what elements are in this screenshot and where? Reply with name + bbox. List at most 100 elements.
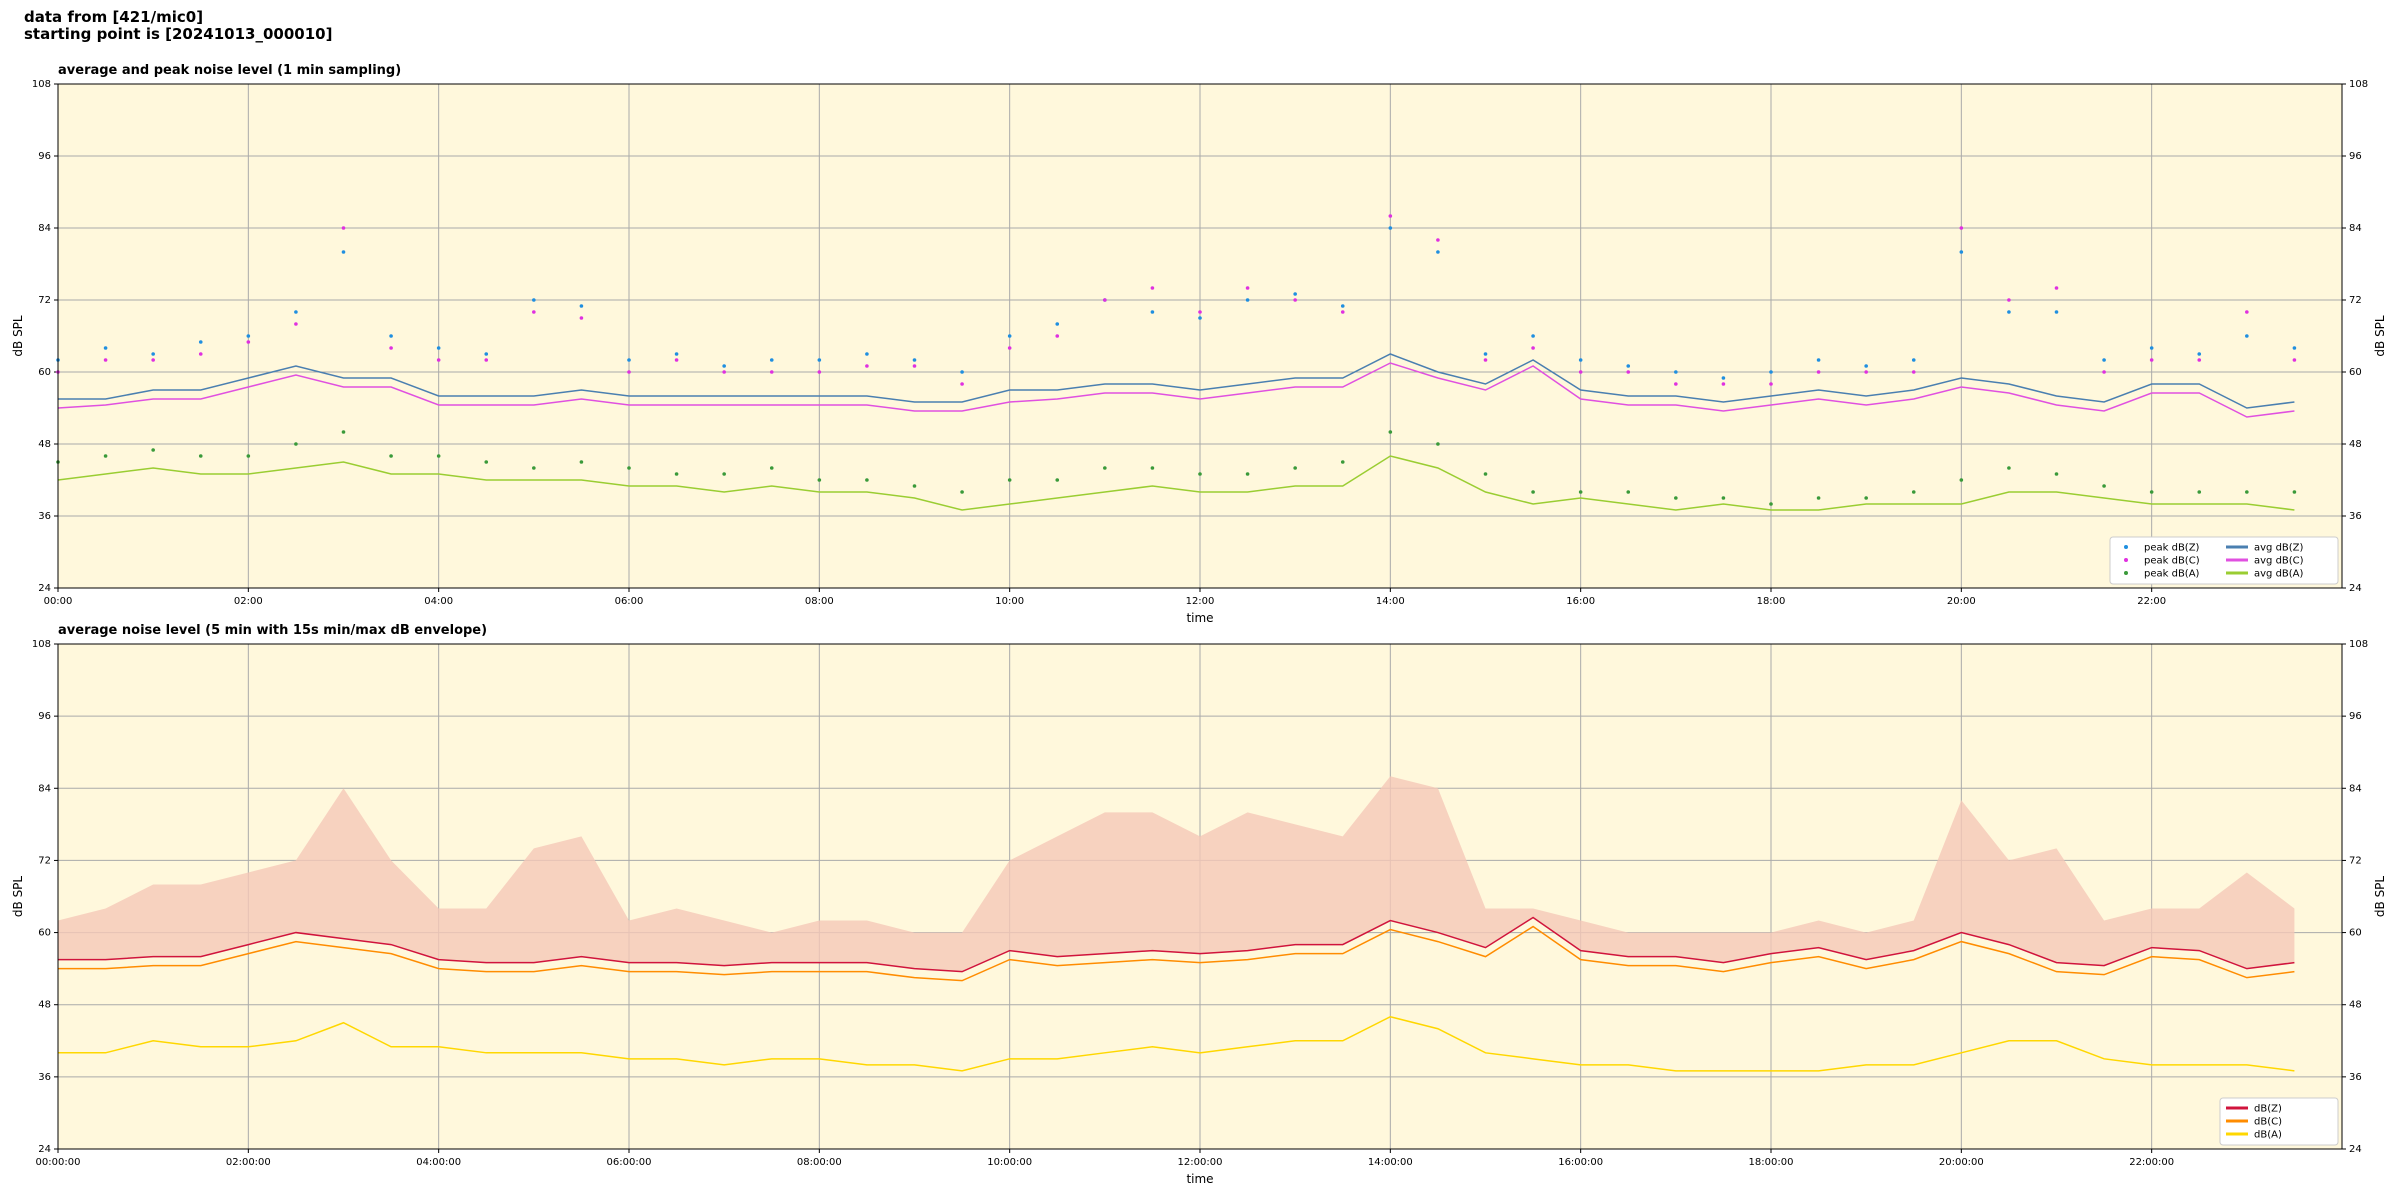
peak-point xyxy=(1626,364,1631,368)
peak-point xyxy=(1626,490,1631,494)
peak-point xyxy=(1340,310,1345,314)
x-tick-label: 06:00 xyxy=(615,596,644,607)
peak-point xyxy=(1340,460,1345,464)
peak-point xyxy=(1674,370,1678,374)
peak-point xyxy=(484,352,489,356)
peak-point xyxy=(103,346,108,350)
peak-point xyxy=(1816,358,1821,362)
x-tick-label: 10:00 xyxy=(995,596,1024,607)
x-tick-label: 00:00:00 xyxy=(36,1157,81,1168)
peak-point xyxy=(2054,310,2059,314)
peak-point xyxy=(960,490,964,494)
peak-point xyxy=(1721,496,1726,500)
x-tick-label: 12:00 xyxy=(1186,596,1215,607)
y2-tick-label: 96 xyxy=(2349,711,2362,722)
peak-point xyxy=(627,370,631,374)
header-line: data from [421/mic0] xyxy=(24,8,203,26)
y-tick-label: 84 xyxy=(38,783,51,794)
peak-point xyxy=(1293,292,1297,296)
peak-point xyxy=(912,358,917,362)
y-axis-label: dB SPL xyxy=(11,315,25,357)
peak-point xyxy=(1436,238,1440,242)
peak-point xyxy=(960,370,964,374)
peak-point xyxy=(1721,376,1726,380)
peak-point xyxy=(2149,490,2154,494)
peak-point xyxy=(1674,496,1678,500)
y-tick-label: 84 xyxy=(38,223,51,234)
peak-point xyxy=(341,250,346,254)
peak-point xyxy=(1198,316,1202,320)
peak-point xyxy=(1816,370,1821,374)
y2-tick-label: 36 xyxy=(2349,511,2362,522)
peak-point xyxy=(769,358,774,362)
peak-point xyxy=(1245,286,1250,290)
peak-point xyxy=(1531,490,1535,494)
y-tick-label: 48 xyxy=(38,439,51,450)
peak-point xyxy=(2292,490,2297,494)
y2-tick-label: 84 xyxy=(2349,223,2362,234)
x-tick-label: 18:00:00 xyxy=(1749,1157,1794,1168)
y2-tick-label: 24 xyxy=(2349,583,2362,594)
peak-point xyxy=(674,352,679,356)
peak-point xyxy=(2292,346,2297,350)
peak-point xyxy=(1959,226,1964,230)
peak-point xyxy=(1388,214,1393,218)
legend-marker xyxy=(2124,571,2128,575)
peak-point xyxy=(436,454,441,458)
peak-point xyxy=(151,358,155,362)
legend-label: dB(Z) xyxy=(2254,1104,2282,1115)
peak-point xyxy=(1531,346,1535,350)
y-tick-label: 96 xyxy=(38,151,51,162)
peak-point xyxy=(674,472,679,476)
peak-point xyxy=(674,358,679,362)
peak-point xyxy=(389,454,393,458)
peak-point xyxy=(1911,358,1916,362)
peak-point xyxy=(532,298,536,302)
legend-label: avg dB(Z) xyxy=(2254,543,2304,554)
peak-point xyxy=(769,466,774,470)
y-tick-label: 72 xyxy=(38,295,51,306)
y2-tick-label: 48 xyxy=(2349,1000,2362,1011)
peak-point xyxy=(151,352,155,356)
x-tick-label: 10:00:00 xyxy=(987,1157,1032,1168)
y-tick-label: 24 xyxy=(38,1144,51,1155)
x-tick-label: 08:00:00 xyxy=(797,1157,842,1168)
peak-point xyxy=(1150,286,1155,290)
peak-point xyxy=(1959,478,1964,482)
series-line xyxy=(58,925,2295,982)
legend-marker xyxy=(2124,558,2128,562)
y-tick-label: 36 xyxy=(38,1072,51,1083)
envelope xyxy=(58,776,2295,972)
series-line xyxy=(58,916,2295,973)
peak-point xyxy=(2102,484,2106,488)
peak-point xyxy=(1911,490,1916,494)
peak-point xyxy=(341,430,346,434)
peak-point xyxy=(151,448,155,452)
peak-point xyxy=(2054,472,2059,476)
peak-point xyxy=(722,370,726,374)
y-tick-label: 36 xyxy=(38,511,51,522)
peak-point xyxy=(2054,286,2059,290)
peak-point xyxy=(627,466,631,470)
peak-point xyxy=(1721,382,1726,386)
peak-point xyxy=(1198,472,1202,476)
peak-point xyxy=(722,364,726,368)
panel-title: average noise level (5 min with 15s min/… xyxy=(58,623,487,638)
peak-point xyxy=(2102,370,2106,374)
x-tick-label: 06:00:00 xyxy=(607,1157,652,1168)
peak-point xyxy=(1055,334,1060,338)
peak-point xyxy=(2245,490,2249,494)
peak-point xyxy=(1483,352,1488,356)
peak-point xyxy=(198,352,203,356)
y-tick-label: 48 xyxy=(38,1000,51,1011)
peak-point xyxy=(198,454,203,458)
plot-frame xyxy=(57,643,2343,1150)
peak-point xyxy=(2102,358,2106,362)
legend-label: peak dB(C) xyxy=(2144,556,2200,567)
y2-tick-label: 24 xyxy=(2349,1144,2362,1155)
peak-point xyxy=(1340,304,1345,308)
peak-point xyxy=(2197,490,2202,494)
peak-point xyxy=(1150,310,1155,314)
peak-point xyxy=(627,358,631,362)
peak-point xyxy=(579,304,584,308)
